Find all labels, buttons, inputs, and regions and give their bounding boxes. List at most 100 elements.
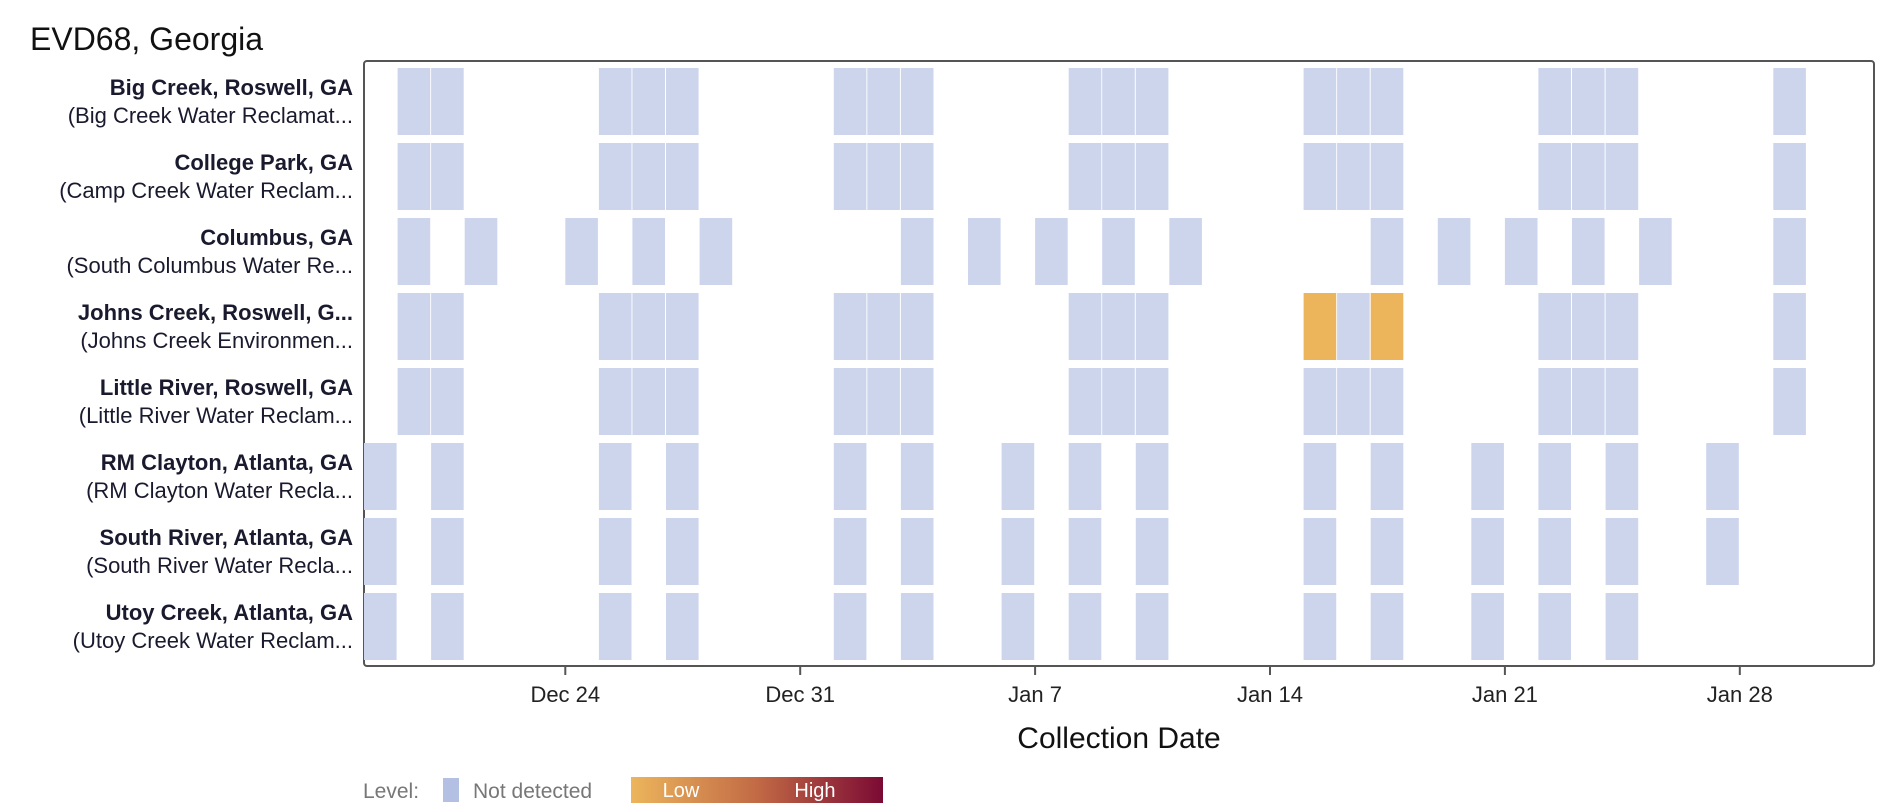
heatmap-cell[interactable]: Columbus, GA 2024-01-29: not_detected xyxy=(1773,218,1806,285)
heatmap-cell[interactable]: Big Creek, Roswell, GA 2024-01-22: not_d… xyxy=(1538,68,1571,135)
heatmap-cell[interactable]: South River, Atlanta, GA 2023-12-18: not… xyxy=(364,518,397,585)
heatmap-cell[interactable]: Little River, Roswell, GA 2024-01-29: no… xyxy=(1773,368,1806,435)
heatmap-cell[interactable]: Columbus, GA 2024-01-09: not_detected xyxy=(1102,218,1135,285)
heatmap-cell[interactable]: Little River, Roswell, GA 2024-01-03: no… xyxy=(900,368,934,435)
heatmap-cell[interactable]: College Park, GA 2023-12-20: not_detecte… xyxy=(431,143,464,210)
heatmap-cell[interactable]: Utoy Creek, Atlanta, GA 2024-01-08: not_… xyxy=(1068,593,1102,660)
heatmap-cell[interactable]: Big Creek, Roswell, GA 2023-12-20: not_d… xyxy=(431,68,464,135)
heatmap-cell[interactable]: RM Clayton, Atlanta, GA 2024-01-27: not_… xyxy=(1706,443,1739,510)
heatmap-cell[interactable]: RM Clayton, Atlanta, GA 2024-01-17: not_… xyxy=(1370,443,1404,510)
heatmap-cell[interactable]: RM Clayton, Atlanta, GA 2023-12-18: not_… xyxy=(364,443,397,510)
heatmap-cell[interactable]: Johns Creek, Roswell, G... 2024-01-15: l… xyxy=(1303,293,1337,360)
heatmap-cell[interactable]: Big Creek, Roswell, GA 2024-01-01: not_d… xyxy=(833,68,867,135)
heatmap-cell[interactable]: South River, Atlanta, GA 2024-01-17: not… xyxy=(1370,518,1404,585)
heatmap-cell[interactable]: Johns Creek, Roswell, G... 2023-12-26: n… xyxy=(632,293,665,360)
heatmap-cell[interactable]: Big Creek, Roswell, GA 2023-12-26: not_d… xyxy=(632,68,665,135)
heatmap-cell[interactable]: Johns Creek, Roswell, G... 2023-12-19: n… xyxy=(397,293,431,360)
heatmap-cell[interactable]: RM Clayton, Atlanta, GA 2024-01-10: not_… xyxy=(1135,443,1169,510)
heatmap-cell[interactable]: Little River, Roswell, GA 2024-01-16: no… xyxy=(1337,368,1370,435)
heatmap-cell[interactable]: South River, Atlanta, GA 2024-01-20: not… xyxy=(1471,518,1504,585)
heatmap-cell[interactable]: Big Creek, Roswell, GA 2024-01-29: not_d… xyxy=(1773,68,1806,135)
heatmap-cell[interactable]: Utoy Creek, Atlanta, GA 2024-01-06: not_… xyxy=(1001,593,1035,660)
heatmap-cell[interactable]: Columbus, GA 2024-01-25: not_detected xyxy=(1639,218,1672,285)
heatmap-cell[interactable]: Columbus, GA 2024-01-17: not_detected xyxy=(1370,218,1404,285)
heatmap-cell[interactable]: College Park, GA 2024-01-23: not_detecte… xyxy=(1572,143,1605,210)
heatmap-cell[interactable]: South River, Atlanta, GA 2024-01-03: not… xyxy=(900,518,934,585)
heatmap-cell[interactable]: Little River, Roswell, GA 2023-12-26: no… xyxy=(632,368,665,435)
heatmap-cell[interactable]: College Park, GA 2024-01-08: not_detecte… xyxy=(1068,143,1102,210)
heatmap-cell[interactable]: RM Clayton, Atlanta, GA 2023-12-20: not_… xyxy=(431,443,464,510)
heatmap-cell[interactable]: Utoy Creek, Atlanta, GA 2023-12-20: not_… xyxy=(431,593,464,660)
heatmap-cell[interactable]: College Park, GA 2024-01-01: not_detecte… xyxy=(833,143,867,210)
heatmap-cell[interactable]: Columbus, GA 2024-01-11: not_detected xyxy=(1169,218,1202,285)
heatmap-cell[interactable]: Columbus, GA 2024-01-19: not_detected xyxy=(1437,218,1471,285)
heatmap-cell[interactable]: Utoy Creek, Atlanta, GA 2024-01-10: not_… xyxy=(1135,593,1169,660)
heatmap-cell[interactable]: Little River, Roswell, GA 2024-01-10: no… xyxy=(1135,368,1169,435)
heatmap-cell[interactable]: RM Clayton, Atlanta, GA 2024-01-06: not_… xyxy=(1001,443,1035,510)
heatmap-cell[interactable]: South River, Atlanta, GA 2024-01-06: not… xyxy=(1001,518,1035,585)
heatmap-cell[interactable]: Little River, Roswell, GA 2024-01-02: no… xyxy=(867,368,900,435)
heatmap-cell[interactable]: Columbus, GA 2023-12-21: not_detected xyxy=(464,218,498,285)
heatmap-cell[interactable]: Utoy Creek, Atlanta, GA 2024-01-03: not_… xyxy=(900,593,934,660)
heatmap-cell[interactable]: Little River, Roswell, GA 2024-01-09: no… xyxy=(1102,368,1135,435)
heatmap-cell[interactable]: Big Creek, Roswell, GA 2023-12-19: not_d… xyxy=(397,68,431,135)
heatmap-cell[interactable]: Big Creek, Roswell, GA 2023-12-25: not_d… xyxy=(598,68,632,135)
heatmap-cell[interactable]: Little River, Roswell, GA 2024-01-01: no… xyxy=(833,368,867,435)
heatmap-cell[interactable]: RM Clayton, Atlanta, GA 2024-01-22: not_… xyxy=(1538,443,1571,510)
heatmap-cell[interactable]: College Park, GA 2024-01-17: not_detecte… xyxy=(1370,143,1404,210)
heatmap-cell[interactable]: RM Clayton, Atlanta, GA 2023-12-27: not_… xyxy=(666,443,699,510)
heatmap-cell[interactable]: Little River, Roswell, GA 2023-12-27: no… xyxy=(666,368,699,435)
heatmap-cell[interactable]: RM Clayton, Atlanta, GA 2024-01-03: not_… xyxy=(900,443,934,510)
heatmap-cell[interactable]: Utoy Creek, Atlanta, GA 2024-01-17: not_… xyxy=(1370,593,1404,660)
heatmap-cell[interactable]: College Park, GA 2024-01-02: not_detecte… xyxy=(867,143,900,210)
heatmap-cell[interactable]: South River, Atlanta, GA 2023-12-20: not… xyxy=(431,518,464,585)
heatmap-cell[interactable]: Utoy Creek, Atlanta, GA 2023-12-18: not_… xyxy=(364,593,397,660)
heatmap-cell[interactable]: Big Creek, Roswell, GA 2024-01-09: not_d… xyxy=(1102,68,1135,135)
heatmap-cell[interactable]: College Park, GA 2023-12-19: not_detecte… xyxy=(397,143,431,210)
heatmap-cell[interactable]: South River, Atlanta, GA 2024-01-10: not… xyxy=(1135,518,1169,585)
heatmap-cell[interactable]: Little River, Roswell, GA 2024-01-23: no… xyxy=(1572,368,1605,435)
heatmap-cell[interactable]: Columbus, GA 2023-12-19: not_detected xyxy=(397,218,431,285)
heatmap-cell[interactable]: Johns Creek, Roswell, G... 2023-12-25: n… xyxy=(598,293,632,360)
heatmap-cell[interactable]: College Park, GA 2023-12-25: not_detecte… xyxy=(598,143,632,210)
heatmap-cell[interactable]: Johns Creek, Roswell, G... 2024-01-08: n… xyxy=(1068,293,1102,360)
heatmap-cell[interactable]: South River, Atlanta, GA 2023-12-25: not… xyxy=(598,518,632,585)
heatmap-cell[interactable]: South River, Atlanta, GA 2024-01-15: not… xyxy=(1303,518,1337,585)
heatmap-cell[interactable]: RM Clayton, Atlanta, GA 2024-01-08: not_… xyxy=(1068,443,1102,510)
heatmap-cell[interactable]: College Park, GA 2024-01-29: not_detecte… xyxy=(1773,143,1806,210)
heatmap-cell[interactable]: Big Creek, Roswell, GA 2024-01-16: not_d… xyxy=(1337,68,1370,135)
heatmap-cell[interactable]: College Park, GA 2023-12-26: not_detecte… xyxy=(632,143,665,210)
heatmap-cell[interactable]: Big Creek, Roswell, GA 2024-01-23: not_d… xyxy=(1572,68,1605,135)
heatmap-cell[interactable]: Little River, Roswell, GA 2024-01-17: no… xyxy=(1370,368,1404,435)
heatmap-cell[interactable]: Utoy Creek, Atlanta, GA 2024-01-20: not_… xyxy=(1471,593,1504,660)
heatmap-cell[interactable]: Utoy Creek, Atlanta, GA 2024-01-15: not_… xyxy=(1303,593,1337,660)
heatmap-cell[interactable]: Columbus, GA 2024-01-07: not_detected xyxy=(1035,218,1068,285)
heatmap-cell[interactable]: College Park, GA 2024-01-09: not_detecte… xyxy=(1102,143,1135,210)
heatmap-cell[interactable]: College Park, GA 2023-12-27: not_detecte… xyxy=(666,143,699,210)
heatmap-cell[interactable]: College Park, GA 2024-01-15: not_detecte… xyxy=(1303,143,1337,210)
heatmap-cell[interactable]: Big Creek, Roswell, GA 2024-01-15: not_d… xyxy=(1303,68,1337,135)
heatmap-cell[interactable]: Columbus, GA 2023-12-26: not_detected xyxy=(632,218,665,285)
heatmap-cell[interactable]: Johns Creek, Roswell, G... 2024-01-16: n… xyxy=(1337,293,1370,360)
heatmap-cell[interactable]: Johns Creek, Roswell, G... 2024-01-03: n… xyxy=(900,293,934,360)
heatmap-cell[interactable]: Johns Creek, Roswell, G... 2024-01-09: n… xyxy=(1102,293,1135,360)
heatmap-cell[interactable]: Utoy Creek, Atlanta, GA 2024-01-01: not_… xyxy=(833,593,867,660)
heatmap-cell[interactable]: Big Creek, Roswell, GA 2024-01-08: not_d… xyxy=(1068,68,1102,135)
heatmap-cell[interactable]: College Park, GA 2024-01-24: not_detecte… xyxy=(1605,143,1639,210)
heatmap-cell[interactable]: Little River, Roswell, GA 2023-12-25: no… xyxy=(598,368,632,435)
heatmap-cell[interactable]: Big Creek, Roswell, GA 2024-01-03: not_d… xyxy=(900,68,934,135)
heatmap-cell[interactable]: RM Clayton, Atlanta, GA 2024-01-20: not_… xyxy=(1471,443,1504,510)
heatmap-cell[interactable]: College Park, GA 2024-01-10: not_detecte… xyxy=(1135,143,1169,210)
heatmap-cell[interactable]: Big Creek, Roswell, GA 2024-01-17: not_d… xyxy=(1370,68,1404,135)
heatmap-cell[interactable]: RM Clayton, Atlanta, GA 2023-12-25: not_… xyxy=(598,443,632,510)
heatmap-cell[interactable]: Johns Creek, Roswell, G... 2023-12-20: n… xyxy=(431,293,464,360)
heatmap-cell[interactable]: Columbus, GA 2024-01-03: not_detected xyxy=(900,218,934,285)
heatmap-cell[interactable]: Columbus, GA 2024-01-21: not_detected xyxy=(1504,218,1538,285)
heatmap-cell[interactable]: South River, Atlanta, GA 2024-01-08: not… xyxy=(1068,518,1102,585)
heatmap-cell[interactable]: Johns Creek, Roswell, G... 2024-01-01: n… xyxy=(833,293,867,360)
heatmap-cell[interactable]: Johns Creek, Roswell, G... 2024-01-02: n… xyxy=(867,293,900,360)
heatmap-cell[interactable]: South River, Atlanta, GA 2024-01-24: not… xyxy=(1605,518,1639,585)
heatmap-cell[interactable]: Big Creek, Roswell, GA 2023-12-27: not_d… xyxy=(666,68,699,135)
heatmap-cell[interactable]: Little River, Roswell, GA 2023-12-19: no… xyxy=(397,368,431,435)
heatmap-cell[interactable]: Utoy Creek, Atlanta, GA 2024-01-24: not_… xyxy=(1605,593,1639,660)
